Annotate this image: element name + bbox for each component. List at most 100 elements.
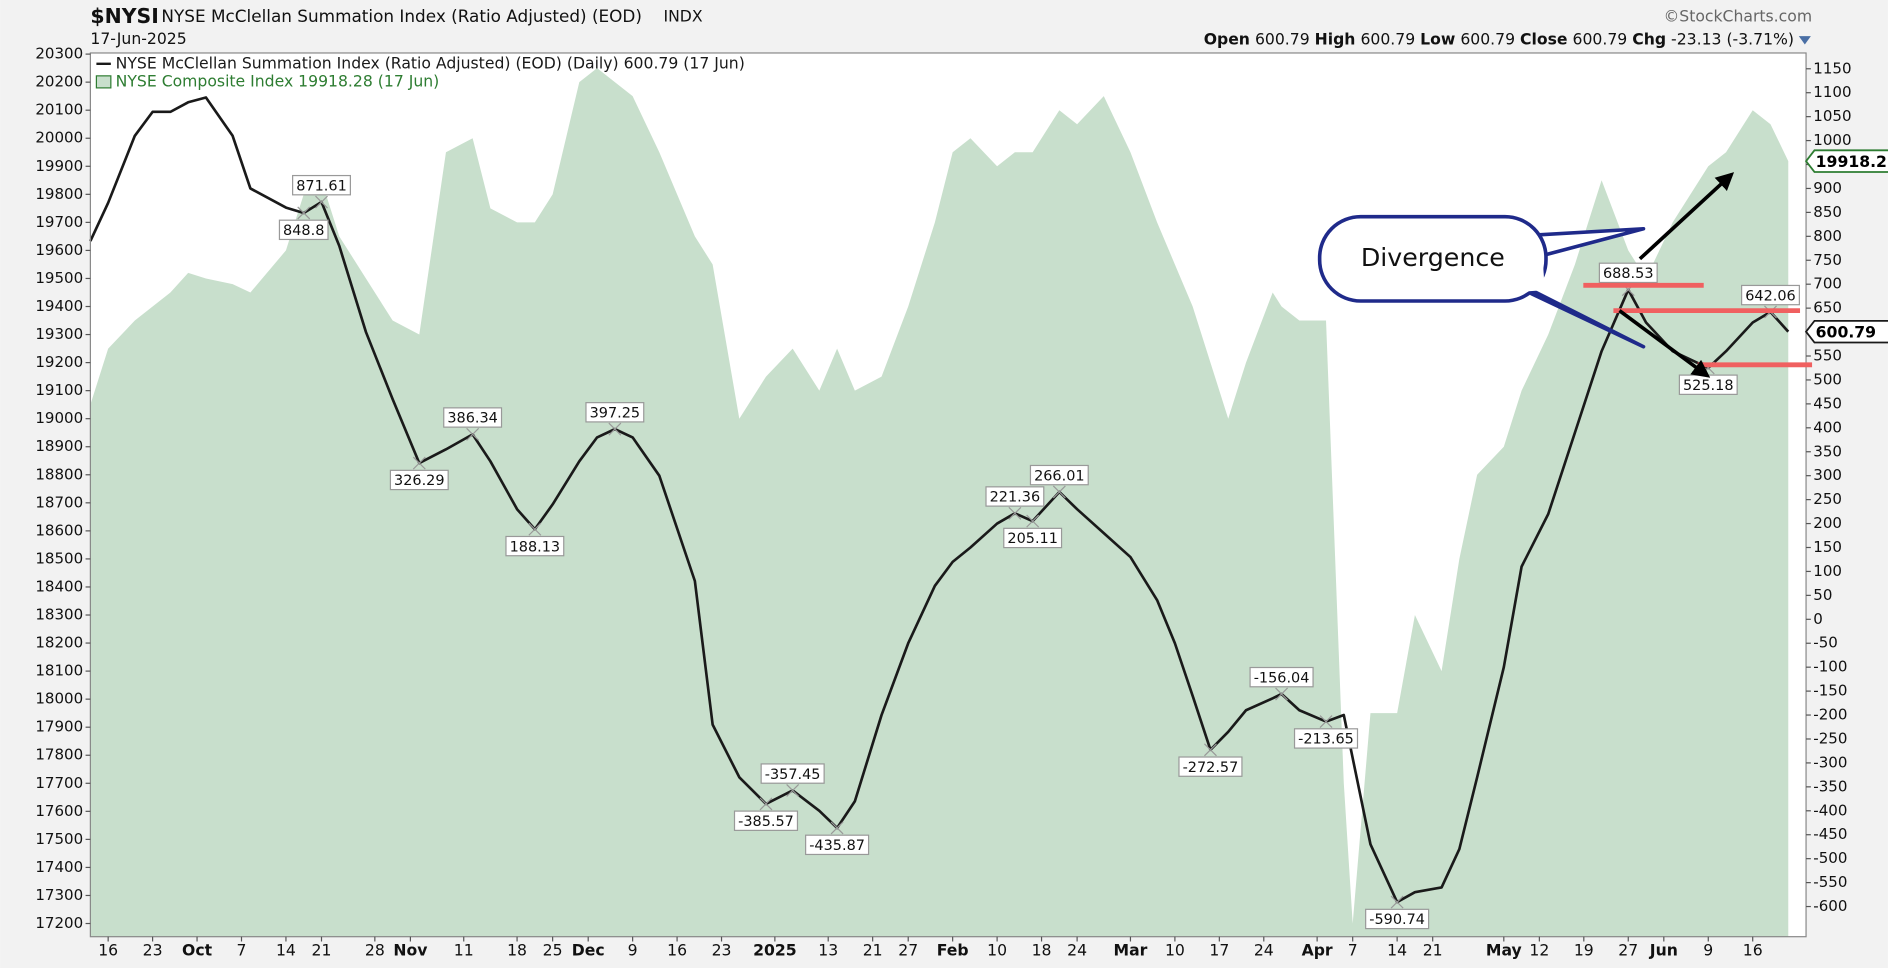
stat-value: 600.79	[1255, 29, 1310, 48]
annotation-marker	[1204, 743, 1217, 757]
annotation-box	[1249, 666, 1314, 688]
annotation-marker	[1319, 715, 1333, 729]
y2-tick-label: 500	[1813, 370, 1842, 388]
annotation-label: 688.53	[1603, 266, 1654, 282]
stat-value: 600.79	[1360, 29, 1415, 48]
legend-swatch	[95, 75, 112, 89]
line	[89, 96, 1790, 904]
y-tick-label: 17300	[35, 886, 83, 904]
stat-value: -23.13	[1671, 29, 1721, 48]
drawings: Divergence	[1317, 172, 1813, 378]
y2-tick-label: -300	[1813, 753, 1847, 771]
annotation-label: 188.13	[510, 539, 561, 555]
date: 17-Jun-2025	[90, 29, 186, 48]
y-tick-label: 20200	[35, 73, 83, 91]
annotation-marker	[1052, 485, 1066, 499]
x-tick-label: 9	[628, 941, 638, 960]
y2-tick-label: 250	[1813, 490, 1842, 508]
y2-tick-label: -50	[1813, 634, 1838, 652]
annotation-marker	[1390, 895, 1404, 909]
arrow	[1638, 172, 1735, 261]
y-tick-label: 17700	[35, 774, 83, 792]
x-tick-label: 24	[1254, 941, 1274, 960]
x-tick-label: 13	[818, 941, 838, 960]
annotation-label: 525.18	[1683, 378, 1734, 394]
annotation-label: -590.74	[1369, 912, 1425, 928]
annotation-label: 326.29	[394, 473, 445, 489]
annotation-label: -385.57	[738, 814, 794, 830]
annotation-box	[733, 810, 799, 831]
source: ©StockCharts.com	[1664, 6, 1812, 25]
annotation-marker	[315, 195, 328, 209]
y2-tick-label: 150	[1813, 538, 1842, 556]
header-title: NYSE McClellan Summation Index (Ratio Ad…	[161, 6, 642, 26]
y2-tick-label: -500	[1813, 849, 1847, 867]
y2-tick-label: -600	[1813, 897, 1847, 915]
dropdown-icon[interactable]	[1798, 36, 1811, 45]
annotation-marker	[412, 456, 426, 470]
y-tick-label: 17600	[35, 802, 83, 820]
x-tick-label: 23	[712, 941, 732, 960]
y-tick-label: 19900	[35, 157, 83, 175]
annotation-marker	[297, 206, 311, 220]
annotation-label: -272.57	[1183, 760, 1239, 776]
y2-tick-label: -400	[1813, 801, 1847, 819]
y-tick-label: 18100	[35, 662, 83, 680]
annotation-box	[1741, 284, 1800, 306]
legend-label: NYSE Composite Index 19918.28 (17 Jun)	[116, 71, 440, 90]
y-tick-label: 17800	[35, 746, 83, 764]
x-tick-label: Mar	[1114, 941, 1148, 960]
annotation-box	[292, 174, 351, 196]
y-tick-label: 19300	[35, 325, 83, 343]
y-tick-label: 19500	[35, 269, 83, 287]
x-tick-label: Oct	[182, 941, 213, 960]
x-tick-label: 7	[1348, 941, 1358, 960]
y-tick-label: 18500	[35, 549, 83, 567]
x-tick-label: 12	[1529, 941, 1549, 960]
stat-value: 600.79	[1460, 29, 1515, 48]
y-tick-label: 18900	[35, 437, 83, 455]
y-tick-label: 17500	[35, 830, 83, 848]
x-tick-label: 16	[1743, 941, 1763, 960]
annotation-marker	[608, 422, 622, 436]
y2-tick-label: -100	[1813, 658, 1847, 676]
exchange: INDX	[663, 6, 702, 25]
x-tick-label: 14	[276, 941, 296, 960]
y-tick-label: 19700	[35, 213, 83, 231]
price-tag-label: 600.79	[1816, 322, 1876, 341]
annotation-marker	[466, 427, 480, 441]
y-tick-label: 18400	[35, 577, 83, 595]
annotation-marker	[528, 522, 542, 536]
annotation-box	[389, 469, 449, 491]
y2-tick-label: 800	[1813, 227, 1842, 245]
x-tick-label: 7	[237, 941, 247, 960]
y-tick-label: 18300	[35, 606, 83, 624]
x-tick-label: 27	[898, 941, 918, 960]
annotation-label: 848.8	[283, 223, 324, 239]
y2-tick-label: 1150	[1813, 59, 1851, 77]
y2-tick-label: 550	[1813, 347, 1842, 365]
annotation-box	[1029, 464, 1089, 486]
annotation-box	[1293, 728, 1359, 749]
x-tick-label: Nov	[393, 941, 427, 960]
y2-tick-label: 100	[1813, 562, 1842, 580]
y-tick-label: 18700	[35, 493, 83, 511]
y2-tick-label: -250	[1813, 729, 1847, 747]
annotation-box	[805, 834, 870, 856]
annotation-marker	[1008, 506, 1022, 520]
y2-tick-label: -550	[1813, 873, 1847, 891]
annotation-label: -435.87	[809, 838, 865, 854]
x-tick-label: 10	[987, 941, 1007, 960]
annotation-box	[585, 402, 645, 423]
annotation-marker	[1275, 687, 1289, 701]
annotation-box	[1003, 527, 1063, 549]
annotation-marker	[1026, 514, 1040, 528]
y-tick-label: 18000	[35, 690, 83, 708]
symbol: $NYSI	[90, 4, 159, 28]
annotation-label: 642.06	[1745, 288, 1796, 304]
y-tick-label: 19400	[35, 297, 83, 315]
annotation-label: 221.36	[990, 490, 1041, 506]
x-tick-label: 16	[98, 941, 118, 960]
stat-name: Low	[1420, 29, 1455, 48]
